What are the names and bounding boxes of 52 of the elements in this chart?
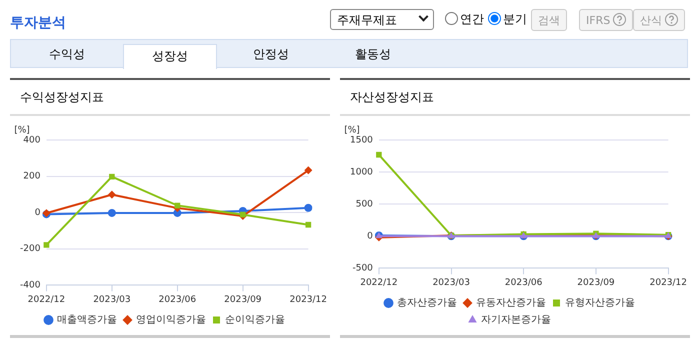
legend-label: 매출액증가율 [57, 314, 117, 326]
legend-label: 영업이익증가율 [136, 314, 206, 326]
y-tick-label: 400 [23, 135, 41, 146]
point [108, 208, 116, 217]
legend-label: 유형자산증가율 [565, 298, 635, 309]
x-tick-label: 2022/12 [360, 278, 398, 288]
x-tick-label: 2023/09 [577, 278, 615, 288]
legend-label: 총자산증가율 [397, 298, 457, 309]
text: 성장성 [123, 44, 217, 69]
x-tick-label: 2023/12 [650, 278, 687, 288]
text: 산식 [633, 9, 685, 31]
text: 안정성 [252, 46, 290, 63]
text: 검색 [531, 9, 567, 31]
y-tick-label: 0 [34, 208, 41, 218]
y-axis-title: [%] [344, 125, 360, 136]
text: 연간 [459, 11, 484, 28]
point [240, 212, 246, 218]
legend-label: 순이익증가율 [225, 314, 285, 326]
point [304, 166, 312, 174]
legend-label: 유동자산증가율 [476, 298, 546, 309]
y-tick-label: 1500 [350, 135, 374, 146]
x-tick-label: 2023/12 [290, 294, 327, 305]
x-tick-label: 2023/09 [224, 294, 262, 305]
point [108, 190, 116, 199]
y-tick-label: 200 [23, 172, 41, 182]
point [44, 242, 50, 248]
point [305, 222, 312, 228]
y-tick-label: -200 [20, 244, 41, 254]
y-tick-label: 0 [367, 231, 374, 242]
text: 투자분석 [10, 14, 66, 32]
text: IFRS [579, 9, 634, 31]
chart-title: 수익성장성지표 [10, 80, 330, 116]
text: 수익성 [48, 46, 86, 63]
point [109, 174, 115, 180]
text: 분기 [502, 11, 527, 28]
x-tick-label: 2023/06 [504, 278, 543, 288]
point [174, 202, 180, 208]
x-tick-label: 2022/12 [28, 294, 66, 305]
x-tick-label: 2023/06 [158, 294, 196, 305]
point [376, 152, 382, 158]
y-axis-title: [%] [14, 125, 30, 136]
y-tick-label: -400 [20, 280, 41, 291]
legend-label: 자기자본증가율 [481, 314, 551, 326]
y-tick-label: 1000 [350, 167, 374, 178]
x-tick-label: 2023/03 [432, 278, 470, 288]
text: 주재무제표 [330, 9, 434, 30]
point [304, 204, 312, 212]
y-tick-label: -500 [352, 264, 374, 274]
y-tick-label: 500 [356, 199, 374, 210]
x-tick-label: 2023/03 [93, 294, 131, 305]
chart-title: 자산성장성지표 [340, 80, 690, 116]
text: 활동성 [354, 46, 392, 63]
